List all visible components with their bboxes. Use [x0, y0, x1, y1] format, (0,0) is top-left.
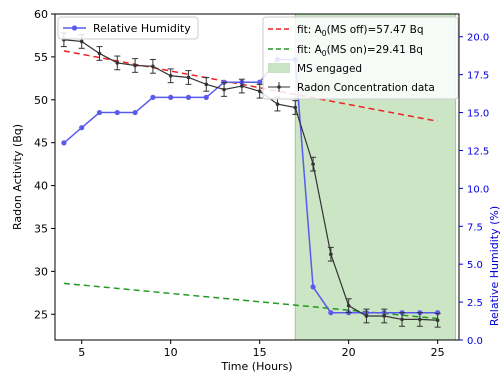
y-left-tick-label: 60 — [34, 8, 48, 21]
radon-point — [293, 105, 298, 110]
humidity-point — [310, 284, 316, 290]
legend-ms-label: MS engaged — [297, 63, 362, 75]
radon-point — [240, 84, 244, 88]
y-axis-left: 25 30 35 40 45 50 55 60 — [34, 8, 55, 321]
legend-humidity-box — [57, 16, 199, 40]
radon-point — [346, 303, 351, 308]
y-right-tick-label: 0.0 — [467, 336, 483, 347]
radon-point — [97, 51, 102, 56]
y-right-tick-label: 5.0 — [467, 260, 483, 271]
series-layer — [60, 32, 441, 328]
humidity-point — [114, 109, 120, 116]
y-right-tick-label: 7.5 — [467, 222, 483, 233]
radon-point — [133, 63, 137, 68]
legend-fit-on-suffix: (MS on)=29.41 Bq — [327, 44, 423, 56]
y-axis-left-label: Radon Activity (Bq) — [11, 124, 24, 230]
x-axis-label: Time (Hours) — [220, 360, 292, 372]
radon-point — [204, 82, 209, 87]
legend-fit-on-sub: 0 — [322, 49, 327, 58]
legend-fit-off-prefix: fit: A — [297, 24, 323, 36]
x-axis: 5 10 15 20 25 — [78, 340, 445, 359]
radon-point — [257, 89, 262, 94]
legend-fit-off-label: fit: A0(MS off)=57.47 Bq — [297, 24, 424, 38]
radon-point — [418, 317, 422, 322]
legend-main-box — [262, 16, 459, 100]
legend-humidity-label: Relative Humidity — [93, 22, 191, 35]
legend-main: fit: A0(MS off)=57.47 Bq fit: A0(MS on)=… — [262, 16, 459, 100]
x-tick-label: 10 — [164, 346, 178, 359]
radon-point — [79, 39, 84, 44]
y-left-tick-label: 40 — [34, 180, 48, 193]
fit-line-0 — [63, 50, 438, 122]
y-axis-right: 0.0 2.5 5.0 7.5 10.0 12.5 15.0 17.5 20.0 — [459, 33, 489, 347]
humidity-point — [132, 109, 138, 116]
humidity-point — [328, 310, 334, 316]
plot-frame — [54, 13, 460, 341]
radon-point — [151, 64, 155, 69]
legend-radon-swatch-marker — [277, 85, 281, 89]
humidity-point — [203, 94, 209, 100]
x-tick-label: 25 — [431, 346, 445, 359]
legend-fit-on-prefix: fit: A — [297, 44, 323, 56]
legend-humidity: Relative Humidity — [57, 16, 199, 40]
radon-point — [115, 61, 120, 65]
y-left-tick-label: 55 — [34, 51, 48, 64]
y-right-tick-label: 10.0 — [467, 184, 489, 195]
radon-point — [400, 317, 404, 322]
y-right-tick-label: 15.0 — [467, 109, 489, 120]
y-left-tick-label: 35 — [34, 222, 48, 235]
y-left-tick-label: 45 — [34, 137, 48, 150]
radon-point — [329, 252, 333, 257]
y-left-tick-label: 30 — [34, 265, 48, 278]
humidity-point — [168, 94, 174, 100]
y-left-tick-label: 50 — [34, 94, 48, 107]
radon-point — [222, 87, 226, 92]
humidity-point — [96, 109, 103, 116]
legend-fit-off-sub: 0 — [322, 29, 327, 38]
humidity-point — [150, 94, 156, 100]
humidity-point — [79, 125, 85, 131]
y-axis-right-label: Relative Humidity (%) — [488, 206, 501, 326]
x-tick-label: 5 — [78, 346, 85, 359]
humidity-point — [435, 310, 441, 316]
humidity-point — [185, 94, 192, 100]
humidity-line — [63, 58, 438, 314]
legend-fit-on-label: fit: A0(MS on)=29.41 Bq — [297, 44, 423, 58]
radon-line — [63, 39, 438, 321]
radon-point — [186, 75, 191, 80]
x-tick-label: 20 — [342, 346, 356, 359]
radon-point — [275, 102, 280, 106]
y-right-tick-label: 2.5 — [467, 298, 483, 309]
radon-point — [435, 318, 440, 323]
radon-point — [311, 162, 315, 166]
y-right-tick-label: 20.0 — [467, 33, 489, 44]
humidity-point — [61, 140, 67, 146]
y-left-tick-label: 25 — [34, 308, 48, 321]
legend-ms-swatch — [268, 63, 290, 73]
y-right-tick-label: 12.5 — [467, 146, 489, 157]
radon-point — [168, 73, 173, 78]
y-right-tick-label: 17.5 — [467, 71, 489, 82]
radon-point — [364, 314, 369, 318]
x-tick-label: 15 — [253, 346, 267, 359]
humidity-point — [257, 79, 263, 85]
radon-point — [382, 314, 387, 318]
legend-fit-off-suffix: (MS off)=57.47 Bq — [327, 24, 424, 36]
legend-radon-label: Radon Concentration data — [297, 82, 435, 94]
legend-humidity-swatch-marker — [71, 25, 78, 31]
